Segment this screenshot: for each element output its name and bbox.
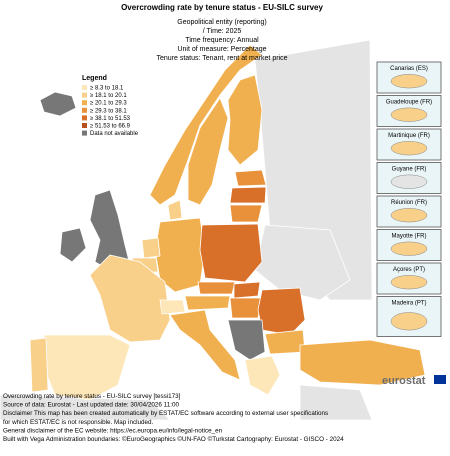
- inset-land: [390, 241, 428, 256]
- iceland: [39, 91, 77, 117]
- base-map: [0, 39, 426, 421]
- slovakia: [233, 281, 261, 299]
- lithuania: [229, 204, 263, 223]
- legend-swatch: [82, 92, 87, 98]
- footer-line: Built with Vega Administration boundarie…: [3, 435, 344, 443]
- logo: eurostat: [382, 375, 446, 387]
- legend-label: ≥ 8.3 to 18.1: [90, 86, 124, 92]
- legend-title: Legend: [82, 75, 107, 82]
- legend-label: ≥ 29.3 to 38.1: [90, 108, 127, 114]
- legend-swatch: [82, 130, 87, 136]
- legend-swatch: [82, 123, 87, 128]
- legend-swatch: [82, 100, 87, 106]
- switzerland: [159, 299, 186, 315]
- inset-land: [390, 107, 428, 122]
- inset-label: Martinique (FR): [388, 133, 430, 139]
- czechia: [197, 281, 236, 295]
- netherlands: [141, 237, 161, 259]
- denmark: [167, 199, 183, 221]
- inset-land: [390, 174, 428, 189]
- legend-label: ≥ 38.1 to 51.53: [90, 116, 131, 122]
- footer-line: Disclaimer This map has been created aut…: [3, 410, 328, 417]
- estonia: [234, 169, 267, 187]
- legend-label: ≥ 18.1 to 20.1: [90, 93, 127, 99]
- bulgaria: [264, 329, 306, 355]
- footer: Overcrowding rate by tenure status - EU-…: [3, 393, 344, 443]
- inset-label: Réunion (FR): [391, 200, 427, 206]
- footer-line: General disclaimer of the EC website: ht…: [3, 427, 223, 434]
- inset-label: Mayotte (FR): [391, 234, 426, 240]
- inset-land: [390, 208, 428, 223]
- inset-label: Guadeloupe (FR): [386, 100, 432, 106]
- inset-label: Madeira (PT): [391, 301, 426, 307]
- footer-line: Overcrowding rate by tenure status - EU-…: [3, 393, 181, 400]
- footer-line: Source of data: Eurostat - Last updated …: [3, 402, 179, 409]
- legend-swatch: [82, 85, 87, 90]
- inset-land: [390, 141, 428, 156]
- inset-land: [390, 312, 428, 331]
- insets: Canarias (ES) Guadeloupe (FR) Martinique (…: [376, 61, 442, 337]
- inset-label: Açores (PT): [393, 267, 425, 273]
- header-line: Geopolitical entity (reporting): [177, 19, 267, 26]
- header-line: Time frequency: Annual: [185, 37, 259, 44]
- sweden: [187, 97, 229, 206]
- poland: [199, 223, 263, 283]
- logo-text: eurostat: [382, 375, 426, 387]
- norway: [149, 44, 263, 206]
- middle-east-land: [299, 384, 373, 421]
- latvia: [229, 186, 267, 204]
- legend-label: Data not available: [90, 131, 139, 137]
- eu-flag: [434, 375, 446, 384]
- greece: [244, 355, 281, 396]
- header-line: Tenure status: Tenant, rent at market pr…: [157, 55, 288, 62]
- inset-label: Guyane (FR): [392, 167, 427, 173]
- legend: Legend ≥ 8.3 to 18.1≥ 18.1 to 20.1 ≥ 20.1 …: [82, 75, 139, 137]
- turkey: [299, 339, 426, 386]
- italy: [169, 309, 241, 381]
- austria: [184, 295, 231, 311]
- balkans: [227, 319, 266, 361]
- portugal: [29, 337, 49, 393]
- header-line: Unit of measure: Percentage: [177, 46, 266, 53]
- france: [89, 254, 171, 343]
- africa-land: [0, 394, 171, 421]
- footer-line: for which ESTAT/EC is not responsible. M…: [3, 419, 154, 426]
- legend-swatch: [82, 107, 87, 113]
- inset-land: [390, 275, 428, 290]
- legend-label: ≥ 51.53 to 66.9: [90, 124, 131, 130]
- legend-label: ≥ 20.1 to 29.3: [90, 101, 127, 107]
- finland: [227, 74, 263, 166]
- hungary: [229, 297, 263, 319]
- inset-land: [390, 74, 428, 89]
- legend-swatch: [82, 115, 87, 121]
- header: Overcrowding rate by tenure status - EU-…: [121, 3, 323, 62]
- header-line: / Time: 2025: [203, 28, 242, 35]
- inset-label: Canarias (ES): [390, 66, 428, 72]
- title: Overcrowding rate by tenure status - EU-…: [121, 3, 323, 12]
- ireland: [59, 227, 87, 263]
